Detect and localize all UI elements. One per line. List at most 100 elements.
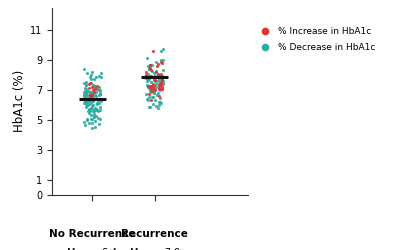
Point	[81, 90, 87, 94]
Point	[91, 77, 97, 81]
Point	[84, 116, 91, 120]
Point	[91, 109, 98, 113]
Point	[149, 70, 156, 73]
Point	[157, 102, 164, 105]
Point	[146, 92, 152, 96]
Point	[147, 85, 154, 89]
Point	[143, 74, 149, 78]
Point	[85, 108, 92, 112]
Point	[144, 72, 151, 76]
Point	[89, 70, 95, 73]
Point	[149, 89, 156, 93]
Point	[156, 94, 162, 98]
Point	[151, 91, 157, 95]
Point	[87, 73, 94, 77]
Point	[149, 63, 155, 67]
Point	[153, 60, 159, 64]
Point	[94, 86, 100, 90]
Point	[88, 90, 95, 94]
Point	[143, 70, 150, 74]
Point	[156, 74, 163, 78]
Point	[158, 72, 164, 76]
Point	[143, 56, 150, 60]
Point	[160, 82, 166, 86]
Point	[87, 109, 94, 113]
Point	[92, 114, 99, 118]
Point	[93, 90, 100, 94]
Point	[144, 83, 150, 87]
Point	[158, 60, 164, 64]
Point	[98, 71, 104, 75]
Point	[159, 88, 166, 92]
Point	[152, 79, 158, 83]
Point	[83, 100, 89, 104]
Point	[81, 67, 88, 71]
Point	[92, 94, 99, 98]
Point	[146, 87, 153, 91]
Point	[158, 77, 165, 81]
Point	[147, 105, 154, 109]
Point	[144, 98, 151, 102]
Point	[82, 100, 88, 103]
Point	[156, 85, 162, 89]
Point	[92, 87, 99, 91]
Point	[145, 95, 152, 99]
Point	[143, 92, 150, 96]
Point	[87, 92, 93, 96]
Point	[83, 92, 89, 96]
Point	[82, 86, 88, 90]
Point	[146, 63, 153, 67]
Point	[146, 67, 152, 71]
Point	[150, 95, 156, 99]
Point	[87, 81, 93, 85]
Point	[160, 68, 166, 72]
Point	[90, 110, 96, 114]
Point	[85, 98, 92, 102]
Point	[88, 95, 94, 99]
Point	[156, 82, 162, 86]
Point	[85, 99, 92, 103]
Point	[84, 118, 90, 122]
Point	[92, 108, 98, 112]
Point	[158, 83, 164, 87]
Text: Mean=7.9: Mean=7.9	[130, 248, 180, 250]
Point	[153, 82, 160, 86]
Point	[89, 121, 96, 125]
Point	[150, 82, 156, 86]
Legend: % Increase in HbA1c, % Decrease in HbA1c: % Increase in HbA1c, % Decrease in HbA1c	[256, 27, 376, 52]
Point	[86, 107, 92, 111]
Point	[82, 100, 88, 104]
Point	[156, 100, 162, 104]
Point	[151, 71, 157, 75]
Point	[147, 89, 154, 93]
Point	[96, 100, 102, 104]
Point	[155, 73, 162, 77]
Point	[158, 82, 164, 86]
Point	[83, 83, 89, 87]
Point	[159, 82, 166, 86]
Point	[149, 102, 156, 106]
Point	[89, 85, 95, 89]
Point	[151, 98, 158, 102]
Point	[94, 87, 100, 91]
Point	[156, 103, 162, 107]
Point	[160, 46, 166, 50]
Point	[88, 77, 94, 81]
Point	[86, 82, 92, 86]
Point	[97, 116, 103, 120]
Point	[92, 93, 98, 97]
Point	[151, 77, 157, 81]
Point	[158, 60, 165, 64]
Point	[146, 105, 152, 109]
Point	[96, 88, 102, 92]
Point	[157, 79, 164, 83]
Point	[152, 87, 158, 91]
Point	[159, 85, 165, 89]
Point	[96, 106, 103, 110]
Point	[95, 74, 102, 78]
Point	[150, 90, 157, 94]
Point	[84, 96, 90, 100]
Point	[87, 90, 93, 94]
Point	[157, 81, 163, 85]
Point	[94, 116, 101, 120]
